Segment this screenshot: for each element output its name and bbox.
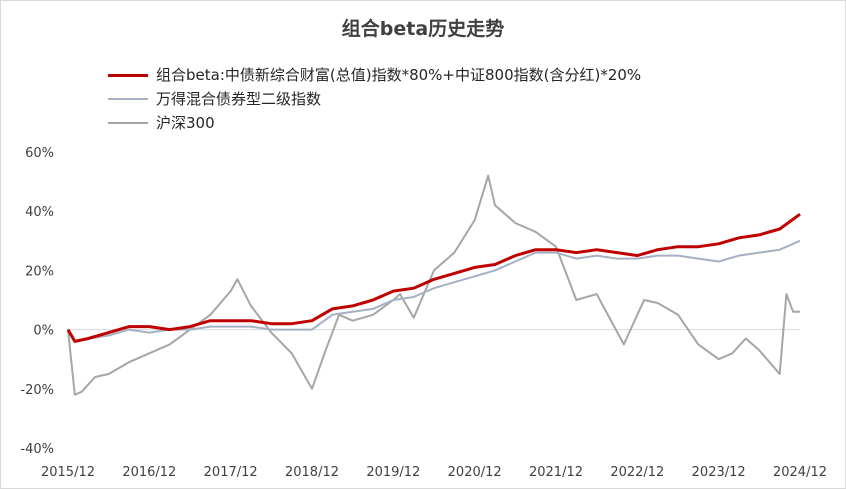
y-tick-label: 0%	[33, 324, 54, 339]
y-tick-label: 40%	[25, 205, 54, 220]
legend-item-csi300: 沪深300	[108, 111, 641, 135]
x-tick-label: 2016/12	[122, 465, 176, 480]
legend-item-portfolio-beta: 组合beta:中债新综合财富(总值)指数*80%+中证800指数(含分红)*20…	[108, 63, 641, 87]
x-tick-label: 2019/12	[366, 465, 420, 480]
y-tick-label: 60%	[25, 146, 54, 161]
legend-swatch-bond-fund-index	[108, 98, 148, 100]
y-tick-label: -20%	[20, 383, 54, 398]
x-tick-label: 2021/12	[529, 465, 583, 480]
y-tick-label: 20%	[25, 264, 54, 279]
x-tick-label: 2018/12	[285, 465, 339, 480]
y-tick-label: -40%	[20, 442, 54, 457]
chart-title: 组合beta历史走势	[341, 18, 505, 40]
x-tick-label: 2023/12	[692, 465, 746, 480]
x-tick-label: 2020/12	[448, 465, 502, 480]
x-tick-label: 2017/12	[204, 465, 258, 480]
series-line-csi300	[67, 174, 800, 396]
series-line-bond-fund-index	[67, 239, 801, 343]
legend-label-csi300: 沪深300	[156, 114, 215, 132]
legend-swatch-portfolio-beta	[108, 73, 148, 77]
x-tick-label: 2015/12	[41, 465, 95, 480]
x-tick-label: 2024/12	[773, 465, 827, 480]
series-line-portfolio-beta	[66, 212, 801, 343]
legend-label-portfolio-beta: 组合beta:中债新综合财富(总值)指数*80%+中证800指数(含分红)*20…	[156, 66, 642, 84]
x-tick-label: 2022/12	[610, 465, 664, 480]
legend-item-bond-fund-index: 万得混合债券型二级指数	[108, 87, 641, 111]
legend-label-bond-fund-index: 万得混合债券型二级指数	[156, 90, 322, 108]
legend: 组合beta:中债新综合财富(总值)指数*80%+中证800指数(含分红)*20…	[108, 63, 641, 135]
legend-swatch-csi300	[108, 122, 148, 124]
